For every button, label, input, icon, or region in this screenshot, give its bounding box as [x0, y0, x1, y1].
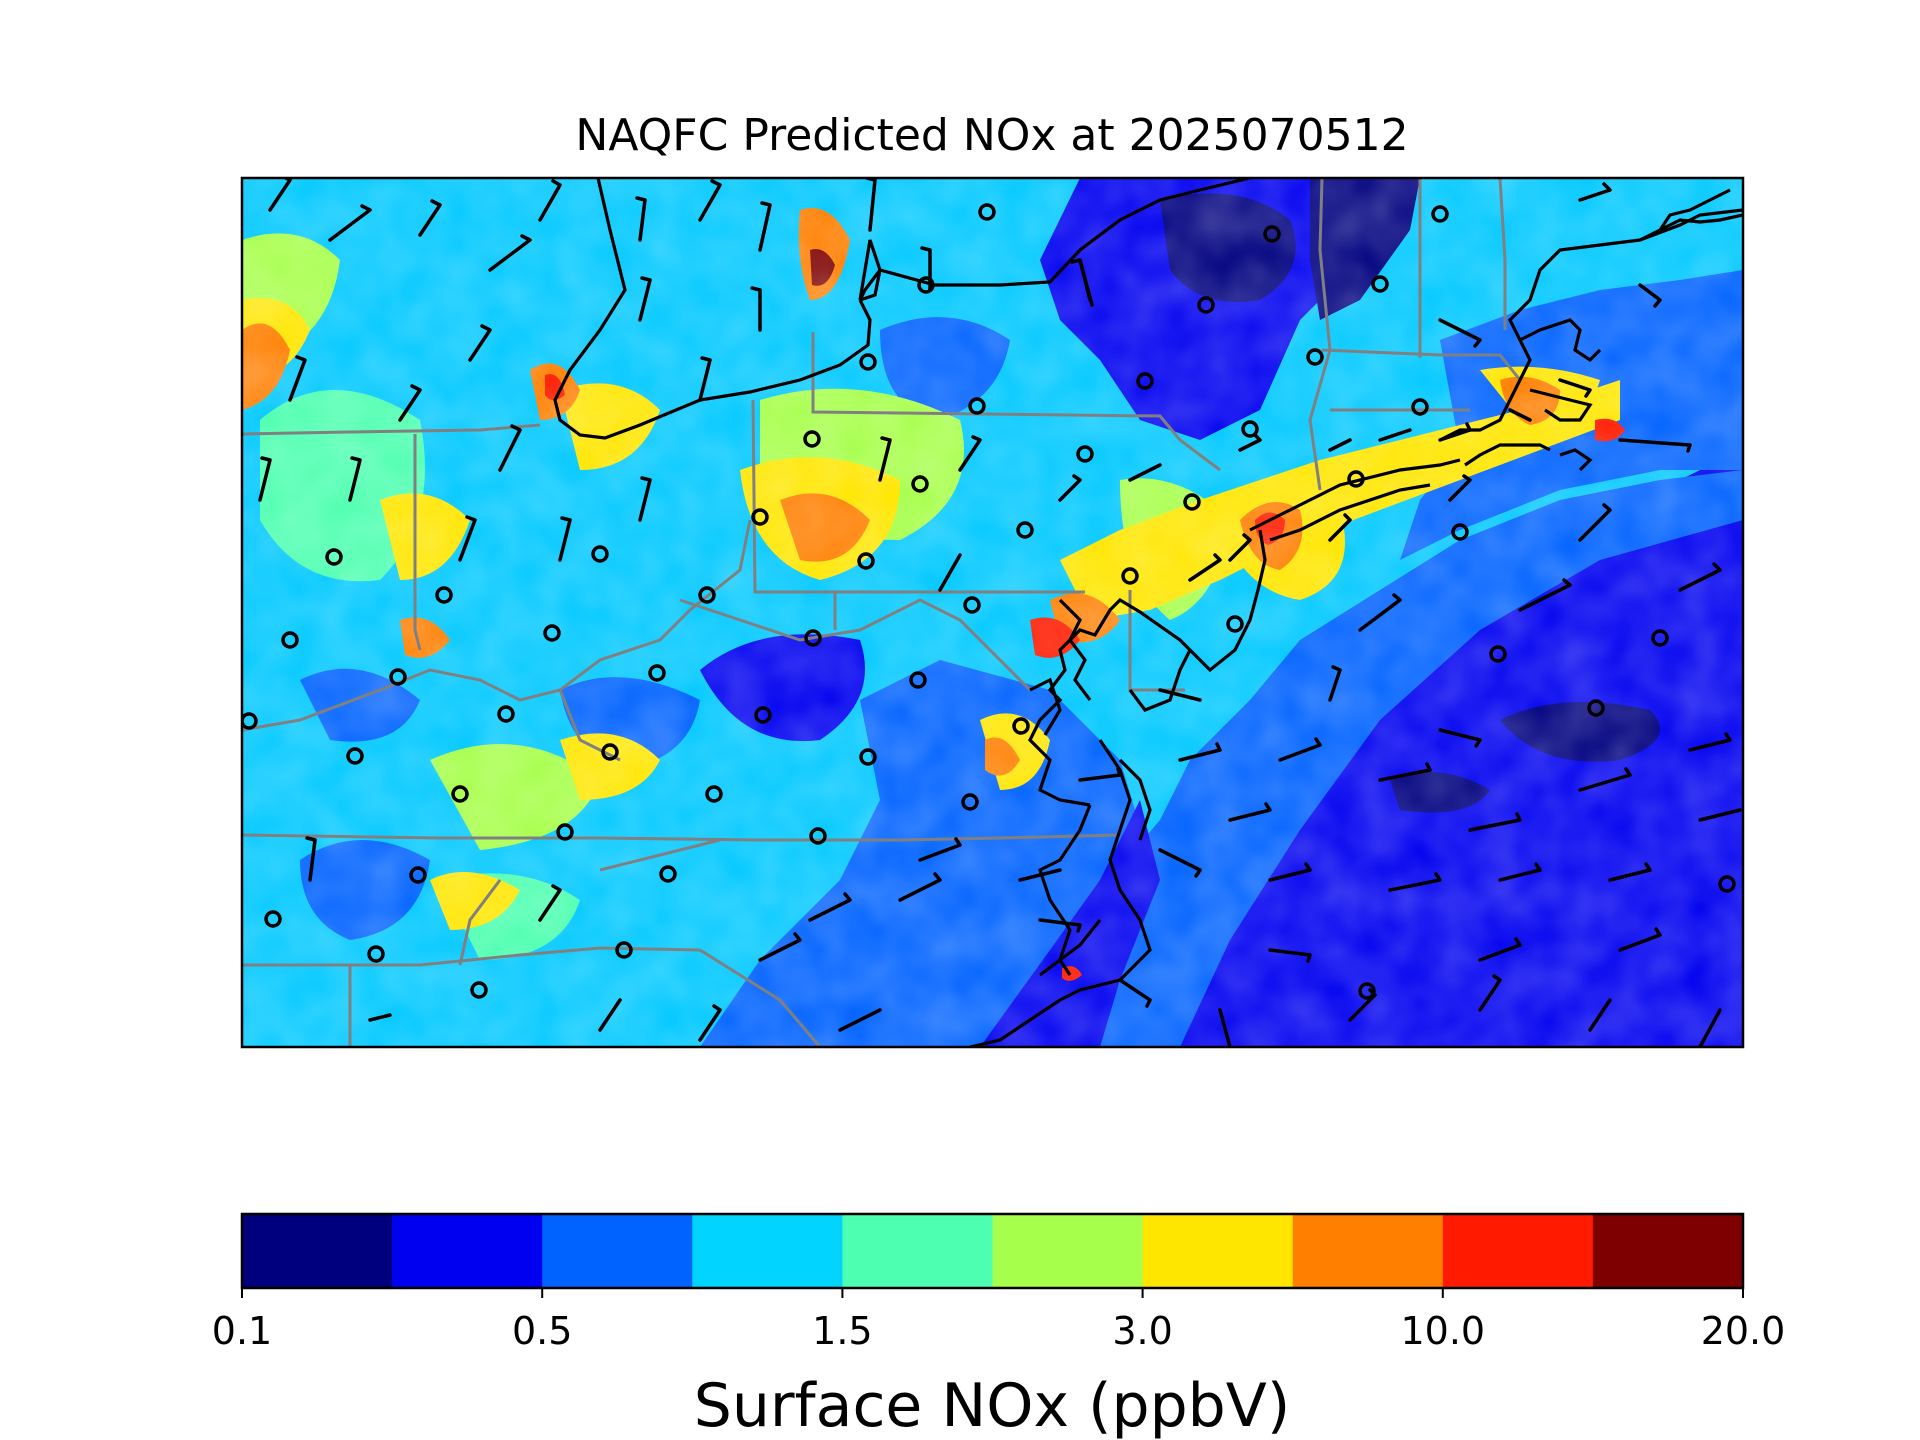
colorbar-tick-label: 10.0	[1400, 1309, 1485, 1353]
colorbar-cell	[1592, 1214, 1744, 1288]
colorbar-cells	[242, 1214, 1744, 1288]
colorbar-cell	[992, 1214, 1144, 1288]
colorbar-cell	[842, 1214, 993, 1288]
station-markers	[242, 203, 1736, 1000]
colorbar-cell	[1292, 1214, 1444, 1288]
colorbar-tick-label: 3.0	[1112, 1309, 1172, 1353]
field-texture	[242, 178, 1743, 1047]
colorbar-frame	[240, 1212, 1745, 1290]
colorbar-ticks: 0.1 0.5 1.5 3.0 10.0 20.0	[212, 1288, 1786, 1353]
colorbar-cell	[1142, 1214, 1294, 1288]
map-frame	[240, 176, 1745, 1049]
colorbar-label: Surface NOx (ppbV)	[694, 1371, 1290, 1440]
colorbar-tick-label: 20.0	[1701, 1309, 1786, 1353]
wind-barbs	[258, 178, 1742, 1047]
map-title: NAQFC Predicted NOx at 2025070512	[575, 110, 1408, 161]
colorbar-tick-label: 0.5	[512, 1309, 572, 1353]
colorbar-cell	[242, 1214, 393, 1288]
coastlines	[553, 178, 1743, 1047]
colorbar-cell	[392, 1214, 543, 1288]
colorbar-tick-label: 1.5	[812, 1309, 872, 1353]
state-borders	[242, 178, 1522, 1047]
colorbar-tick-label: 0.1	[212, 1309, 272, 1353]
colorbar-cell	[542, 1214, 693, 1288]
colorbar-cell	[1442, 1214, 1594, 1288]
colorbar: 0.1 0.5 1.5 3.0 10.0 20.0 Surface NOx (ppbV)	[212, 1212, 1786, 1440]
colorbar-cell	[692, 1214, 843, 1288]
map-panel	[242, 178, 1743, 1047]
